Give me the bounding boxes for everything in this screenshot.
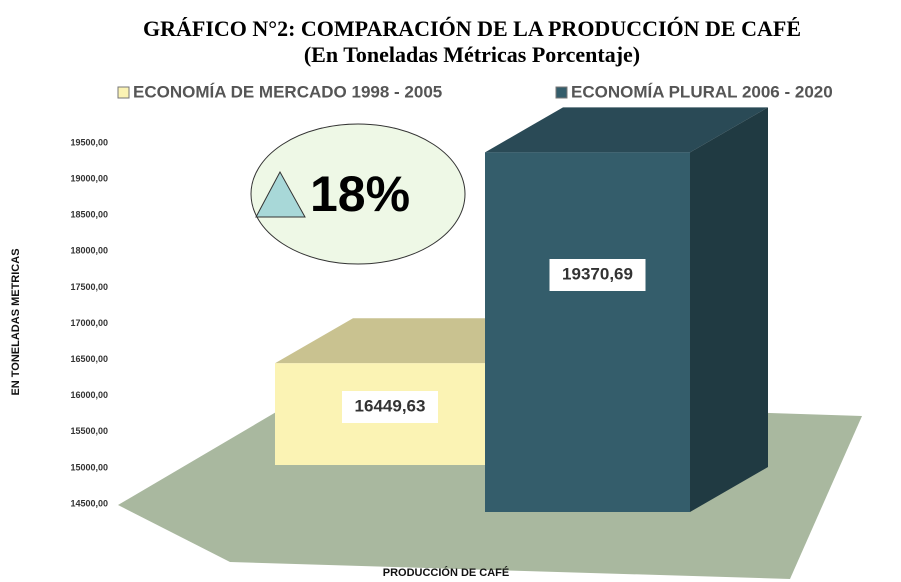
legend-label: ECONOMÍA DE MERCADO 1998 - 2005: [133, 82, 442, 101]
bar: [485, 152, 690, 512]
y-tick-label: 17000,00: [70, 318, 108, 328]
chart-title: GRÁFICO N°2: COMPARACIÓN DE LA PRODUCCIÓ…: [143, 16, 801, 41]
y-tick-label: 16500,00: [70, 354, 108, 364]
y-tick-label: 17500,00: [70, 282, 108, 292]
legend-label: ECONOMÍA PLURAL 2006 - 2020: [571, 82, 833, 101]
legend-swatch: [117, 86, 130, 99]
bar-side: [690, 107, 768, 512]
annotation: 18%: [310, 166, 410, 222]
data-label-box: [342, 391, 438, 423]
y-tick-label: 15000,00: [70, 462, 108, 472]
increase-triangle: [255, 170, 306, 218]
y-axis-label: EN TONELADAS METRICAS: [10, 248, 22, 395]
bar-top: [485, 107, 768, 153]
bars: 16449,63 19370,69: [275, 107, 768, 512]
y-tick-label: 19500,00: [70, 137, 108, 147]
y-tick-label: 19000,00: [70, 173, 108, 183]
data-label: 16449,63: [355, 396, 426, 415]
data-label-box: [549, 259, 646, 291]
x-axis-label: PRODUCCIÓN DE CAFÉ: [383, 566, 510, 579]
y-tick-label: 18500,00: [70, 210, 108, 220]
y-tick-label: 14500,00: [70, 498, 108, 508]
y-tick-label: 18000,00: [70, 246, 108, 256]
legend-swatch: [555, 86, 568, 99]
annotation-bubble: [250, 123, 466, 265]
chart-subtitle: (En Toneladas Métricas Porcentaje): [304, 42, 640, 67]
y-tick-label: 16000,00: [70, 390, 108, 400]
data-label: 19370,69: [562, 264, 633, 283]
y-tick-label: 15500,00: [70, 426, 108, 436]
